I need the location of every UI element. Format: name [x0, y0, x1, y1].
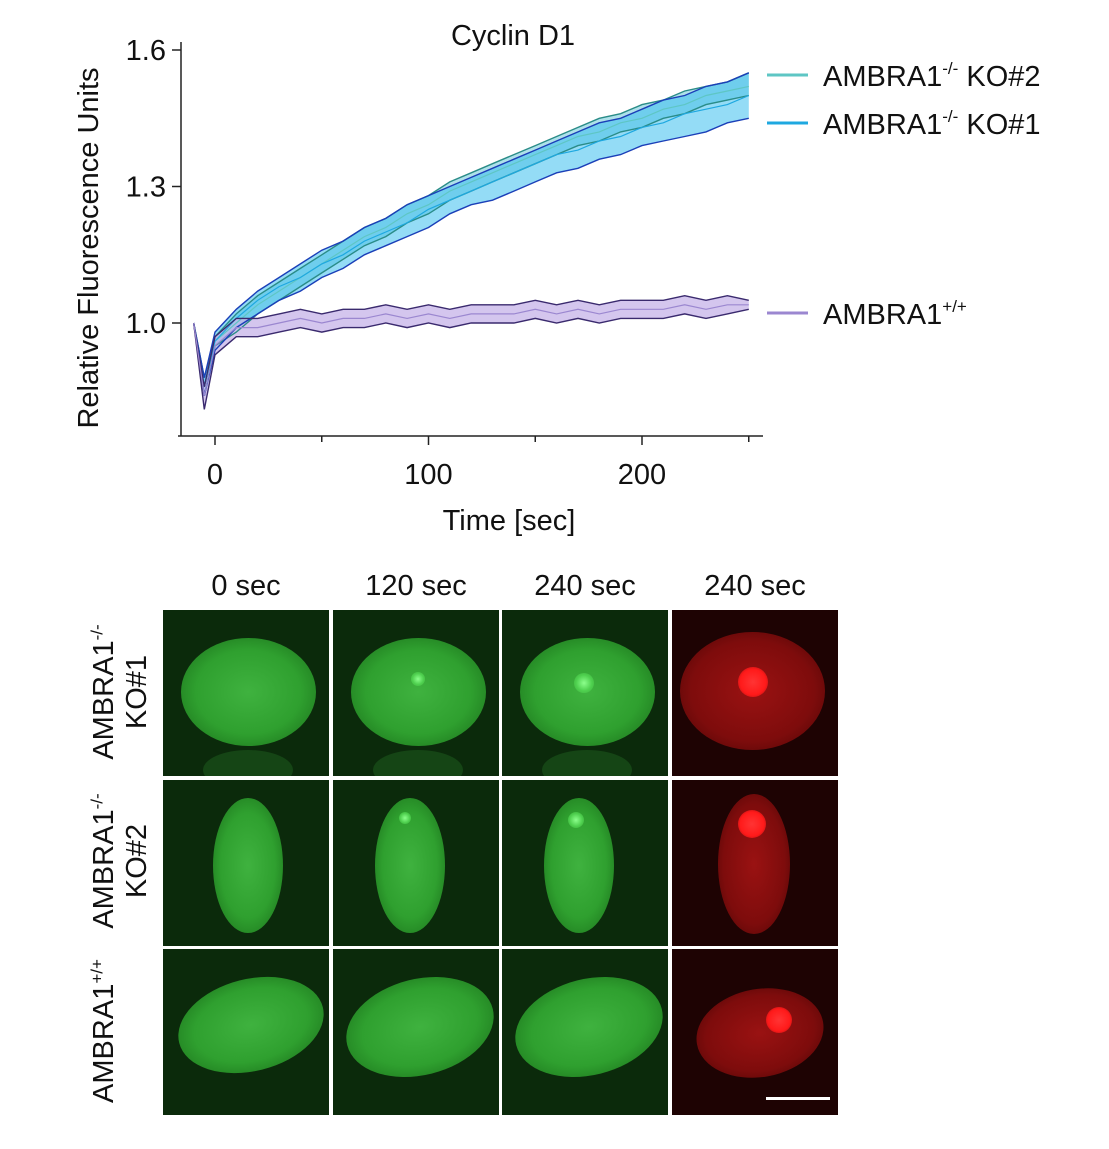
row-label-ko1: AMBRA1-/- KO#1 [80, 609, 153, 775]
column-label-3: 240 sec [704, 570, 806, 602]
row-label-ko2: AMBRA1-/- KO#2 [80, 778, 153, 944]
series-mean-line-1 [193, 94, 750, 387]
series-lower-edge-2 [193, 308, 749, 410]
row-label-ko2-line2: KO#2 [120, 823, 153, 899]
micrograph-ko2-240sec-red [672, 780, 838, 946]
x-tick-label-0: 0 [207, 459, 223, 491]
series-upper-edge-0 [193, 72, 750, 378]
y-axis-label: Relative Fluorescence Units [73, 67, 105, 428]
series-lines [193, 72, 750, 410]
legend: AMBRA1-/- KO#2 AMBRA1-/- KO#1 AMBRA1+/+ [767, 59, 1041, 331]
y-tick-label-0: 1.0 [126, 308, 166, 340]
micrograph-ko1-240sec-red [672, 610, 838, 776]
micrograph-ko2-240sec [502, 780, 668, 946]
micrograph-ko1-0sec [163, 610, 329, 776]
micrograph-wt-120sec [333, 949, 499, 1115]
micrograph-wt-0sec [163, 949, 329, 1115]
x-axis-label: Time [sec] [443, 505, 576, 537]
column-label-2: 240 sec [534, 570, 636, 602]
scale-bar [766, 1097, 830, 1100]
row-label-ko2-line1: AMBRA1-/- [87, 793, 120, 929]
micrograph-ko1-120sec [333, 610, 499, 776]
row-label-ko1-line1: AMBRA1-/- [87, 624, 120, 760]
micrograph-ko1-240sec [502, 610, 668, 776]
column-label-0: 0 sec [211, 570, 281, 602]
series-band-2 [193, 295, 749, 410]
series-mean-line-0 [193, 85, 749, 387]
series-upper-edge-1 [193, 72, 750, 378]
column-label-1: 120 sec [365, 570, 467, 602]
micrograph-ko2-120sec [333, 780, 499, 946]
legend-label-2: AMBRA1+/+ [823, 297, 967, 331]
x-tick-label-200: 200 [618, 459, 666, 491]
series-band-1 [193, 72, 749, 396]
x-tick-label-100: 100 [404, 459, 452, 491]
legend-label-0: AMBRA1-/- KO#2 [823, 59, 1041, 93]
series-upper-edge-2 [193, 294, 749, 387]
micrograph-ko2-0sec [163, 780, 329, 946]
axes [178, 42, 763, 437]
micrograph-wt-240sec-red [672, 949, 838, 1115]
chart-title: Cyclin D1 [451, 20, 575, 52]
row-label-wt-line1: AMBRA1+/+ [87, 959, 120, 1103]
series-mean-line-2 [193, 304, 749, 396]
row-label-ko1-line2: KO#1 [120, 654, 153, 730]
axis-ticks: 0 100 200 1.0 1.3 1.6 [126, 35, 750, 491]
error-bands [193, 72, 749, 410]
series-lower-edge-1 [193, 117, 749, 396]
micrograph-wt-240sec [502, 949, 668, 1115]
legend-label-1: AMBRA1-/- KO#1 [823, 107, 1041, 141]
line-chart: 0 100 200 1.0 1.3 1.6 Cyclin D1 Time [sec] Re… [73, 20, 1041, 537]
row-label-wt: AMBRA1+/+ [80, 948, 150, 1114]
y-tick-label-2: 1.6 [126, 35, 166, 67]
y-tick-label-1: 1.3 [126, 172, 166, 204]
